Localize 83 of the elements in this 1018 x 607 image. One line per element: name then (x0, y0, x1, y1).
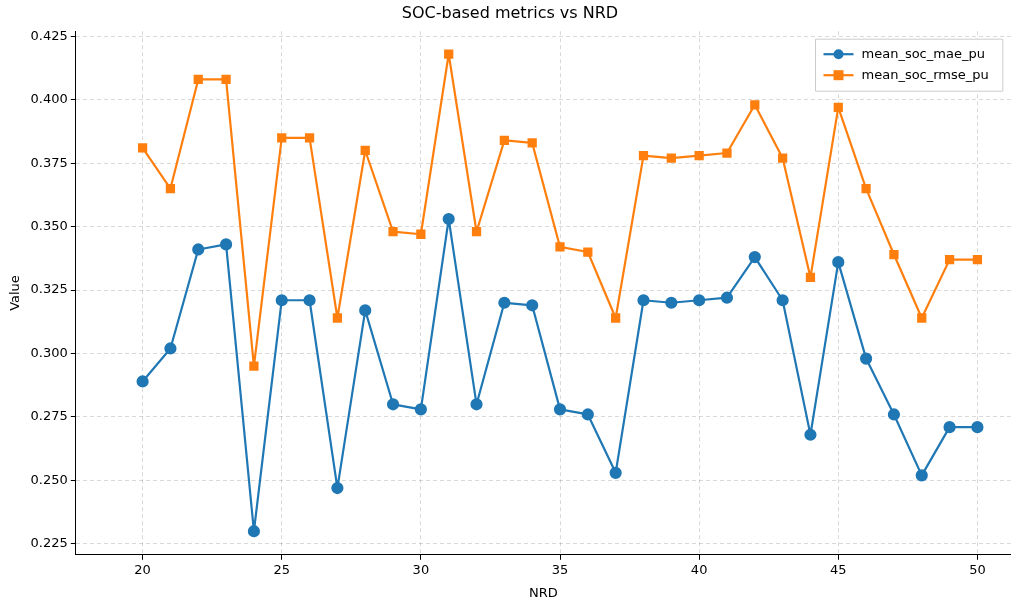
y-tick-label: 0.350 (30, 218, 68, 233)
point (666, 153, 676, 163)
chart-title: SOC-based metrics vs NRD (401, 2, 619, 22)
point (331, 481, 344, 495)
point (917, 313, 927, 323)
point (303, 294, 316, 307)
point (442, 212, 455, 226)
y-tick-label: 0.300 (30, 344, 68, 360)
point (275, 294, 288, 307)
point (527, 138, 537, 148)
point (499, 135, 509, 145)
y-tick-label: 0.250 (30, 471, 68, 487)
point (164, 342, 177, 355)
point (165, 183, 176, 194)
legend-label: mean_soc_mae_pu (861, 45, 985, 61)
point (860, 352, 873, 365)
x-axis-title: NRD (528, 584, 558, 600)
point (471, 227, 482, 237)
point (137, 143, 148, 153)
point (359, 304, 372, 317)
legend-label: mean_soc_rmse_pu (861, 66, 989, 82)
point (944, 254, 955, 265)
x-tick-label: 45 (830, 561, 847, 577)
point (889, 249, 899, 260)
point (805, 272, 816, 283)
point (722, 148, 732, 158)
point (638, 150, 649, 161)
x-tick-label: 25 (273, 561, 291, 577)
point (581, 408, 594, 421)
point (611, 313, 621, 323)
point (444, 49, 454, 59)
point (720, 291, 734, 304)
point (694, 150, 704, 161)
point (136, 375, 149, 388)
point (498, 296, 511, 309)
point (693, 294, 706, 307)
point (972, 254, 983, 265)
x-tick-label: 50 (969, 561, 986, 577)
point (221, 74, 231, 85)
point (193, 74, 203, 85)
point (776, 294, 789, 307)
y-tick-label: 0.225 (30, 535, 68, 551)
point (555, 242, 565, 252)
point (777, 153, 788, 163)
y-tick-label: 0.400 (30, 91, 68, 107)
y-tick-label: 0.325 (30, 281, 68, 297)
point (470, 398, 483, 411)
point (971, 421, 984, 434)
y-tick-label: 0.375 (30, 154, 68, 170)
point (386, 398, 400, 411)
point (832, 256, 845, 269)
point (553, 403, 567, 416)
point (637, 294, 650, 307)
point (750, 100, 760, 110)
point (583, 247, 593, 257)
point (861, 183, 871, 194)
x-tick-label: 30 (412, 561, 430, 577)
point (887, 408, 901, 421)
x-tick-label: 20 (134, 561, 151, 577)
point (416, 229, 426, 239)
point (360, 145, 370, 156)
point (833, 102, 843, 112)
y-tick-label: 0.275 (30, 408, 68, 424)
point (304, 133, 315, 143)
point (332, 313, 343, 323)
x-tick-label: 40 (690, 561, 708, 577)
point (804, 428, 817, 441)
y-axis-title: Value (7, 275, 23, 311)
x-tick-label: 35 (551, 561, 569, 577)
y-tick-label: 0.425 (30, 27, 68, 43)
point (609, 466, 622, 479)
point (388, 227, 398, 237)
point (915, 469, 928, 482)
point (247, 525, 261, 538)
point (277, 133, 287, 143)
point (943, 421, 956, 434)
point (748, 250, 761, 264)
point (219, 238, 233, 251)
point (249, 361, 259, 371)
point (192, 243, 205, 256)
point (414, 403, 427, 416)
point (665, 296, 678, 309)
point (526, 299, 539, 312)
